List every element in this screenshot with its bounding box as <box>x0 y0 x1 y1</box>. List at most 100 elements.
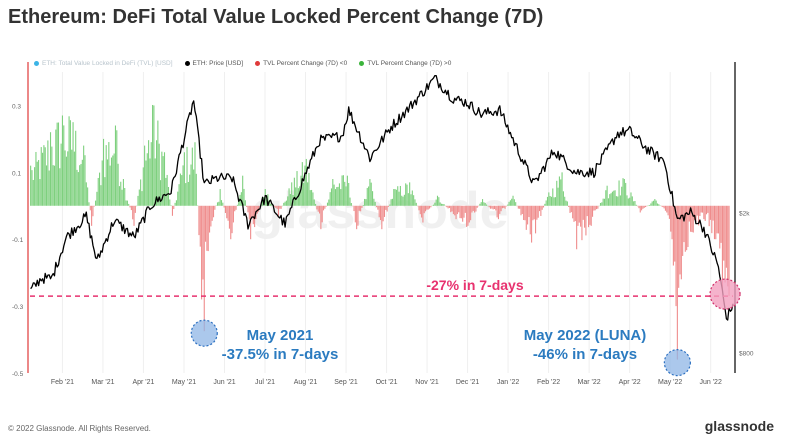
tvl-change-bar <box>446 205 448 208</box>
tvl-change-bar <box>614 190 616 206</box>
tvl-change-bar <box>582 205 584 220</box>
tvl-change-bar <box>334 189 337 206</box>
x-tick-label: Apr '21 <box>132 379 154 386</box>
tvl-change-bar <box>565 200 567 206</box>
x-tick-label: Aug '21 <box>294 379 318 386</box>
tvl-change-bar <box>205 205 207 242</box>
tvl-change-bar <box>84 155 86 206</box>
tvl-change-bar <box>413 195 415 206</box>
tvl-change-bar <box>552 188 554 206</box>
tvl-change-bar <box>206 205 208 251</box>
tvl-change-bar <box>285 200 287 206</box>
tvl-change-bar <box>48 170 50 206</box>
tvl-change-bar <box>61 115 64 206</box>
tvl-change-bar <box>564 196 566 206</box>
tvl-change-bar <box>104 177 106 206</box>
tvl-change-bar <box>116 130 118 206</box>
tvl-change-bar <box>556 180 558 206</box>
tvl-change-bar <box>220 200 223 206</box>
tvl-change-bar <box>373 198 375 206</box>
tvl-change-bar <box>381 205 383 230</box>
tvl-change-bar <box>284 201 286 206</box>
tvl-change-bar <box>267 194 269 206</box>
tvl-change-bar <box>214 205 216 210</box>
tvl-change-bar <box>422 205 424 223</box>
tvl-change-bar <box>238 198 240 206</box>
legend-item-positive[interactable]: TVL Percent Change (7D) >0 <box>359 60 451 67</box>
tvl-change-bar <box>155 140 158 206</box>
tvl-change-bar <box>209 205 211 233</box>
tvl-change-bar <box>715 205 717 240</box>
tvl-change-bar <box>442 203 444 206</box>
tvl-change-bar <box>524 205 526 221</box>
tvl-change-bar <box>696 205 698 216</box>
tvl-change-bar <box>590 205 592 226</box>
tvl-change-bar <box>140 179 142 206</box>
tvl-change-bar <box>569 205 571 213</box>
tvl-change-bar <box>643 205 645 208</box>
tvl-change-bar <box>705 205 708 215</box>
tvl-change-bar <box>329 192 331 206</box>
tvl-change-bar <box>59 168 61 206</box>
tvl-change-bar <box>186 146 188 206</box>
tvl-change-bar <box>125 200 127 206</box>
tvl-change-bar <box>578 205 580 223</box>
tvl-change-bar <box>161 151 163 206</box>
tvl-change-bar <box>144 145 146 206</box>
legend-label-tvl: ETH: Total Value Locked in DeFi (TVL) [U… <box>42 59 173 67</box>
tvl-change-bar <box>101 160 103 206</box>
tvl-change-bar <box>589 205 591 225</box>
tvl-change-bar <box>426 205 428 210</box>
tvl-change-bar <box>159 180 162 206</box>
tvl-change-bar <box>129 205 131 208</box>
tvl-change-bar <box>712 205 714 221</box>
tvl-change-bar <box>167 186 170 206</box>
tvl-change-bar <box>308 172 310 206</box>
tvl-change-bar <box>207 205 209 252</box>
tvl-change-bar <box>568 205 570 207</box>
tvl-change-bar <box>395 189 397 206</box>
threshold-label: -27% in 7-days <box>426 277 523 293</box>
tvl-change-bar <box>368 186 370 206</box>
tvl-change-bar <box>500 205 502 212</box>
tvl-change-bar <box>348 183 350 206</box>
tvl-change-bar <box>344 181 346 206</box>
tvl-change-bar <box>36 161 38 206</box>
tvl-change-bar <box>309 190 311 206</box>
tvl-change-bar <box>684 205 686 252</box>
tvl-change-bar <box>372 191 374 206</box>
tvl-change-bar <box>700 205 702 213</box>
tvl-change-bar <box>529 205 531 235</box>
tvl-change-bar <box>150 142 152 206</box>
tvl-change-bar <box>566 201 568 206</box>
tvl-change-bar <box>108 142 110 206</box>
tvl-change-bar <box>100 185 102 206</box>
tvl-change-bar <box>419 205 421 215</box>
tvl-change-bar <box>219 189 221 206</box>
tvl-change-bar <box>671 205 673 240</box>
tvl-change-bar <box>106 159 109 206</box>
tvl-change-bar <box>346 175 348 206</box>
tvl-change-bar <box>389 204 391 206</box>
tvl-change-bar <box>650 203 652 206</box>
tvl-change-bar <box>60 143 62 206</box>
tvl-change-bar <box>611 191 613 206</box>
tvl-change-bar <box>42 152 44 206</box>
legend-item-negative[interactable]: TVL Percent Change (7D) <0 <box>255 60 347 67</box>
tvl-change-bar <box>228 205 230 229</box>
tvl-change-bar <box>358 205 360 211</box>
tvl-change-bar <box>80 163 82 206</box>
tvl-change-bar <box>121 189 123 206</box>
tvl-change-bar <box>142 167 144 206</box>
tvl-change-bar <box>523 205 525 220</box>
legend-item-tvl[interactable]: ETH: Total Value Locked in DeFi (TVL) [U… <box>34 60 173 67</box>
tvl-change-bar <box>561 172 563 206</box>
x-tick-label: Jun '22 <box>699 379 721 386</box>
tvl-change-bar <box>279 205 281 209</box>
x-tick-label: Mar '22 <box>578 379 601 386</box>
tvl-change-bar <box>496 205 498 218</box>
tvl-change-bar <box>148 140 150 206</box>
tvl-change-bar <box>663 205 665 209</box>
tvl-change-bar <box>501 205 503 209</box>
legend-item-price[interactable]: ETH: Price [USD] <box>184 60 243 67</box>
